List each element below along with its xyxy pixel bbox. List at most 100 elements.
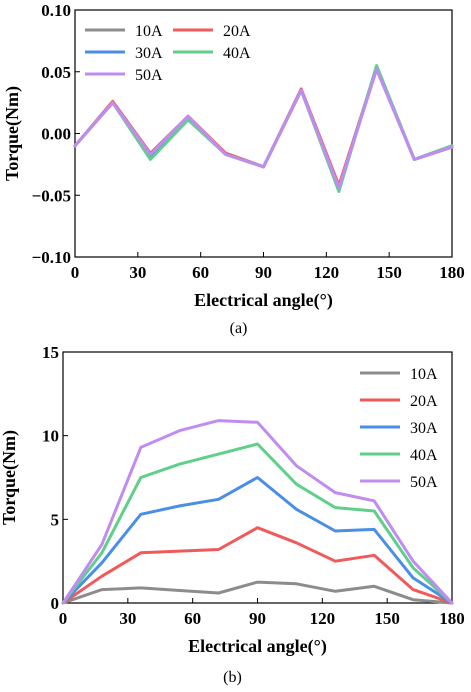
y-tick-label: 0.05: [41, 63, 71, 82]
legend-label: 30A: [135, 45, 163, 62]
data-point: [256, 476, 259, 479]
data-point: [375, 64, 378, 67]
data-point: [101, 588, 103, 591]
data-point: [334, 590, 337, 593]
data-point: [451, 602, 453, 604]
data-point: [217, 592, 220, 594]
data-point: [373, 510, 376, 512]
x-tick-label: 30: [129, 263, 146, 282]
x-axis-title: Electrical angle(°): [194, 290, 333, 311]
data-point: [412, 560, 414, 562]
y-tick-label: 0: [51, 594, 60, 613]
y-tick-label: 0.00: [41, 125, 71, 144]
y-tick-label: 10: [42, 427, 59, 446]
data-point: [334, 530, 337, 532]
x-tick-label: 180: [439, 609, 465, 628]
y-tick-label: −0.05: [32, 186, 71, 205]
data-point: [338, 190, 340, 193]
data-point: [149, 158, 152, 161]
data-point: [295, 582, 298, 585]
data-point: [140, 587, 142, 589]
data-point: [256, 443, 259, 445]
data-point: [412, 598, 414, 601]
data-point: [101, 543, 103, 546]
data-point: [111, 101, 114, 104]
legend-label: 20A: [410, 393, 438, 410]
data-point: [101, 552, 103, 554]
y-axis-title: Torque(Nm): [0, 430, 20, 525]
data-point: [62, 602, 64, 604]
y-tick-label: −0.10: [32, 248, 71, 267]
data-point: [217, 419, 220, 422]
data-point: [334, 491, 337, 494]
data-point: [375, 68, 378, 71]
legend-label: 50A: [135, 67, 163, 84]
x-tick-label: 0: [71, 263, 80, 282]
data-point: [262, 166, 265, 168]
data-point: [412, 577, 414, 579]
legend-label: 10A: [410, 366, 438, 383]
x-tick-label: 90: [255, 263, 272, 282]
data-point: [178, 505, 181, 507]
y-tick-label: 15: [42, 343, 59, 362]
data-point: [217, 498, 220, 501]
data-point: [225, 153, 227, 156]
x-tick-label: 30: [119, 609, 136, 628]
data-point: [140, 552, 142, 554]
data-point: [295, 508, 298, 511]
y-tick-label: 0.10: [41, 1, 71, 20]
data-point: [412, 567, 414, 569]
series-line-40A: [61, 442, 454, 605]
figure-caption: (b): [223, 669, 242, 686]
data-point: [187, 115, 189, 118]
y-tick-label: 5: [51, 510, 60, 529]
data-point: [178, 589, 181, 592]
data-point: [295, 464, 298, 467]
chart-b: 0 30 60 90 120 150 180 0 5 10 15 Electrical angle(°…: [0, 343, 465, 686]
x-tick-label: 180: [439, 263, 465, 282]
data-point: [140, 446, 142, 449]
data-point: [300, 89, 303, 92]
legend-label: 20A: [223, 23, 251, 40]
legend-label: 40A: [410, 447, 438, 464]
data-point: [295, 541, 298, 544]
legend-label: 30A: [410, 420, 438, 437]
data-point: [256, 421, 259, 424]
legend-label: 10A: [135, 23, 163, 40]
x-tick-label: 120: [310, 609, 336, 628]
y-axis-title: Torque(Nm): [2, 86, 23, 181]
x-tick-label: 150: [376, 263, 402, 282]
data-point: [178, 429, 181, 432]
figure-caption: (a): [230, 320, 248, 337]
data-point: [74, 145, 76, 147]
data-point: [373, 554, 376, 557]
legend-label: 40A: [223, 45, 251, 62]
data-point: [373, 585, 376, 588]
legend-label: 50A: [410, 474, 438, 491]
data-point: [412, 588, 414, 591]
data-point: [451, 146, 453, 148]
data-point: [140, 476, 142, 479]
x-tick-label: 0: [59, 609, 68, 628]
data-point: [256, 581, 259, 583]
data-point: [178, 463, 181, 465]
data-point: [140, 513, 142, 516]
data-point: [187, 119, 189, 121]
series-line-50A: [73, 67, 454, 190]
data-point: [334, 506, 337, 509]
x-tick-label: 150: [374, 609, 400, 628]
series-line-50A: [61, 419, 454, 605]
chart-a: 0 30 60 90 120 150 180 −0.10 −0.05 0.00 0.05 0.10 El…: [2, 1, 465, 337]
data-point: [334, 560, 337, 562]
data-point: [295, 483, 298, 485]
x-tick-label: 90: [249, 609, 266, 628]
data-point: [149, 153, 152, 156]
x-tick-label: 120: [314, 263, 340, 282]
data-point: [101, 575, 103, 578]
x-axis-title: Electrical angle(°): [188, 636, 327, 657]
x-tick-label: 60: [192, 263, 209, 282]
data-point: [217, 548, 220, 551]
data-point: [373, 500, 376, 502]
data-point: [217, 453, 220, 455]
